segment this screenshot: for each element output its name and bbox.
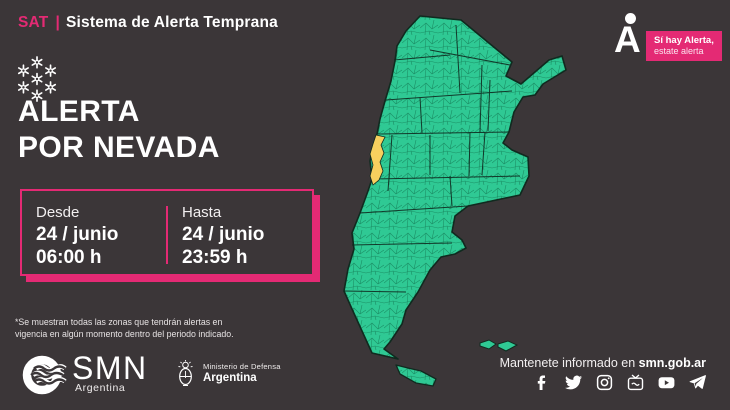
argentina-alert-map [343,15,567,387]
period-to-label: Hasta [182,204,222,221]
telegram-icon[interactable] [689,374,706,391]
sat-brand: SAT [18,14,49,31]
smn-acronym: SMN [72,350,148,386]
ministry-line1: Ministerio de Defensa [203,362,281,371]
coat-of-arms-icon [178,360,193,386]
argentina-mainland [343,15,567,360]
period-from-time: 06:00 h [36,247,102,268]
province-borders [343,24,521,293]
ministry-line2: Argentina [203,372,257,384]
period-from: Desde 24 / junio 06:00 h [22,204,166,274]
header-separator: | [55,14,60,31]
alert-title: ALERTA POR NEVADA [18,94,220,166]
period-divider [166,206,168,264]
period-to-date: 24 / junio [182,224,265,245]
info-text: Mantenete informado en smn.gob.ar [500,356,706,370]
youtube-icon[interactable] [658,374,675,391]
awareness-badge-line1: Sí hay Alerta, [654,35,714,46]
system-name: Sistema de Alerta Temprana [66,14,278,31]
period-to-time: 23:59 h [182,247,248,268]
sat-header: SAT | Sistema de Alerta Temprana [18,14,278,32]
awareness-badge: Sí hay Alerta, estate alerta [646,31,722,61]
ministry-logo: Ministerio de Defensa Argentina [176,359,281,387]
awareness-badge-line2: estate alerta [654,46,704,56]
period-to: Hasta 24 / junio 23:59 h [168,204,312,274]
facebook-icon[interactable] [534,374,551,391]
igtv-icon[interactable] [627,374,644,391]
footnote: *Se muestran todas las zonas que tendrán… [15,317,234,339]
person-a-glyph: A [614,19,641,60]
social-icons [534,374,706,391]
smn-ring-icon [22,355,67,395]
alert-title-line1: ALERTA [18,95,140,128]
smn-logo: SMN Argentina [22,352,148,398]
instagram-icon[interactable] [596,374,613,391]
info-prefix: Mantenete informado en [499,356,639,370]
alert-title-line2: POR NEVADA [18,131,220,164]
alert-zone-nevada [369,134,386,186]
alert-person-icon: A [614,13,650,63]
malvinas-islands [479,339,519,352]
tierra-del-fuego [395,364,437,387]
alert-period-box: Desde 24 / junio 06:00 h Hasta 24 / juni… [20,189,314,276]
twitter-icon[interactable] [565,374,582,391]
info-domain: smn.gob.ar [638,356,706,370]
period-from-date: 24 / junio [36,224,119,245]
smn-country: Argentina [75,382,126,394]
period-from-label: Desde [36,204,80,221]
person-head-dot [625,13,636,24]
